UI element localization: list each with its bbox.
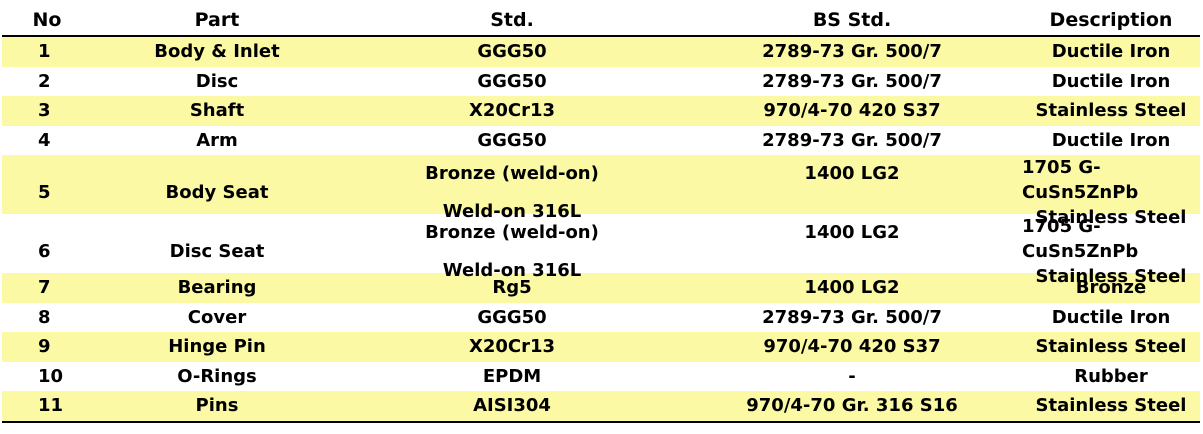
cell-part: Body & Inlet	[154, 41, 280, 63]
cell-description: Stainless Steel	[1035, 100, 1187, 122]
cell-bs-std: 2789-73 Gr. 500/7	[762, 41, 942, 63]
cell-std-line: Weld-on 316L	[442, 259, 582, 281]
cell-no: 8	[38, 306, 51, 328]
table-row: 7 Bearing Rg5 1400 LG2 Bronze	[2, 273, 1200, 303]
cell-std: AISI304	[473, 395, 551, 417]
cell-bs-std: 1400 LG2	[682, 155, 1022, 230]
table-row: 4 Arm GGG50 2789-73 Gr. 500/7 Ductile Ir…	[2, 126, 1200, 156]
cell-std: GGG50	[477, 306, 547, 328]
cell-bs-std: 2789-73 Gr. 500/7	[762, 129, 942, 151]
cell-no: 2	[38, 70, 51, 92]
cell-no: 3	[38, 100, 51, 122]
cell-no: 9	[38, 336, 51, 358]
cell-bs-std-line: 1400 LG2	[804, 222, 900, 244]
cell-no: 5	[38, 182, 51, 203]
cell-description: Ductile Iron	[1051, 129, 1171, 151]
table-row: 1 Body & Inlet GGG50 2789-73 Gr. 500/7 D…	[2, 37, 1200, 67]
cell-bs-std: 2789-73 Gr. 500/7	[762, 306, 942, 328]
table-row: 3 Shaft X20Cr13 970/4-70 420 S37 Stainle…	[2, 96, 1200, 126]
cell-part: Hinge Pin	[168, 336, 266, 358]
cell-bs-std: 1400 LG2	[804, 277, 900, 299]
header-description: Description	[1049, 8, 1173, 31]
cell-description: 1705 G-CuSn5ZnPb Stainless Steel	[1022, 214, 1200, 289]
cell-part: Shaft	[189, 100, 245, 122]
cell-description: Ductile Iron	[1051, 41, 1171, 63]
header-no: No	[32, 8, 62, 31]
cell-no: 1	[38, 41, 51, 63]
cell-description: Ductile Iron	[1051, 70, 1171, 92]
materials-table: No Part Std. BS Std. Description 1 Body …	[2, 4, 1200, 423]
cell-std: GGG50	[477, 129, 547, 151]
table-row: 10 O-Rings EPDM - Rubber	[2, 362, 1200, 392]
cell-bs-std: 970/4-70 420 S37	[763, 336, 941, 358]
cell-description-line: 1705 G-CuSn5ZnPb	[1022, 157, 1139, 203]
table-row: 11 Pins AISI304 970/4-70 Gr. 316 S16 Sta…	[2, 391, 1200, 421]
cell-description-line: Stainless Steel	[1035, 207, 1187, 228]
cell-no: 7	[38, 277, 51, 299]
cell-std: Bronze (weld-on) Weld-on 316L	[342, 155, 682, 230]
table-bottom-rule	[2, 420, 1200, 423]
cell-part: Pins	[195, 395, 239, 417]
cell-bs-std: 1400 LG2	[682, 214, 1022, 289]
cell-description: Stainless Steel	[1035, 395, 1187, 417]
cell-bs-std: -	[848, 365, 856, 387]
cell-std: GGG50	[477, 70, 547, 92]
table-row: 8 Cover GGG50 2789-73 Gr. 500/7 Ductile …	[2, 303, 1200, 333]
cell-std: Rg5	[492, 277, 532, 299]
table-row: 9 Hinge Pin X20Cr13 970/4-70 420 S37 Sta…	[2, 332, 1200, 362]
header-bs-std: BS Std.	[812, 8, 892, 31]
cell-description: Ductile Iron	[1051, 306, 1171, 328]
cell-description-line: Stainless Steel	[1035, 266, 1187, 287]
cell-no: 11	[38, 395, 64, 417]
cell-no: 6	[38, 241, 51, 262]
table-row: 6 Disc Seat Bronze (weld-on) Weld-on 316…	[2, 214, 1200, 287]
header-part: Part	[194, 8, 240, 31]
cell-part: O-Rings	[177, 365, 257, 387]
cell-description-line: 1705 G-CuSn5ZnPb	[1022, 216, 1139, 262]
cell-std: GGG50	[477, 41, 547, 63]
cell-description: 1705 G-CuSn5ZnPb Stainless Steel	[1022, 155, 1200, 230]
cell-part: Disc Seat	[169, 241, 265, 262]
cell-part: Cover	[187, 306, 247, 328]
cell-description: Rubber	[1074, 365, 1148, 387]
cell-part: Bearing	[177, 277, 257, 299]
cell-bs-std: 970/4-70 420 S37	[763, 100, 941, 122]
cell-no: 10	[38, 365, 64, 387]
cell-description: Bronze	[1075, 277, 1147, 299]
cell-std-line: Weld-on 316L	[442, 200, 582, 222]
table-row: 2 Disc GGG50 2789-73 Gr. 500/7 Ductile I…	[2, 67, 1200, 97]
table-row: 5 Body Seat Bronze (weld-on) Weld-on 316…	[2, 155, 1200, 228]
cell-bs-std-line: 1400 LG2	[804, 163, 900, 185]
header-std: Std.	[490, 8, 534, 31]
cell-part: Arm	[196, 129, 238, 151]
cell-no: 4	[38, 129, 51, 151]
cell-std-line: Bronze (weld-on)	[425, 222, 599, 244]
cell-bs-std: 2789-73 Gr. 500/7	[762, 70, 942, 92]
cell-std: X20Cr13	[468, 100, 556, 122]
cell-std: Bronze (weld-on) Weld-on 316L	[342, 214, 682, 289]
cell-bs-std: 970/4-70 Gr. 316 S16	[746, 395, 958, 417]
cell-std: EPDM	[482, 365, 542, 387]
cell-std: X20Cr13	[468, 336, 556, 358]
cell-description: Stainless Steel	[1035, 336, 1187, 358]
cell-part: Disc	[195, 70, 239, 92]
cell-part: Body Seat	[165, 182, 269, 203]
cell-std-line: Bronze (weld-on)	[425, 163, 599, 185]
table-header: No Part Std. BS Std. Description	[2, 4, 1200, 37]
